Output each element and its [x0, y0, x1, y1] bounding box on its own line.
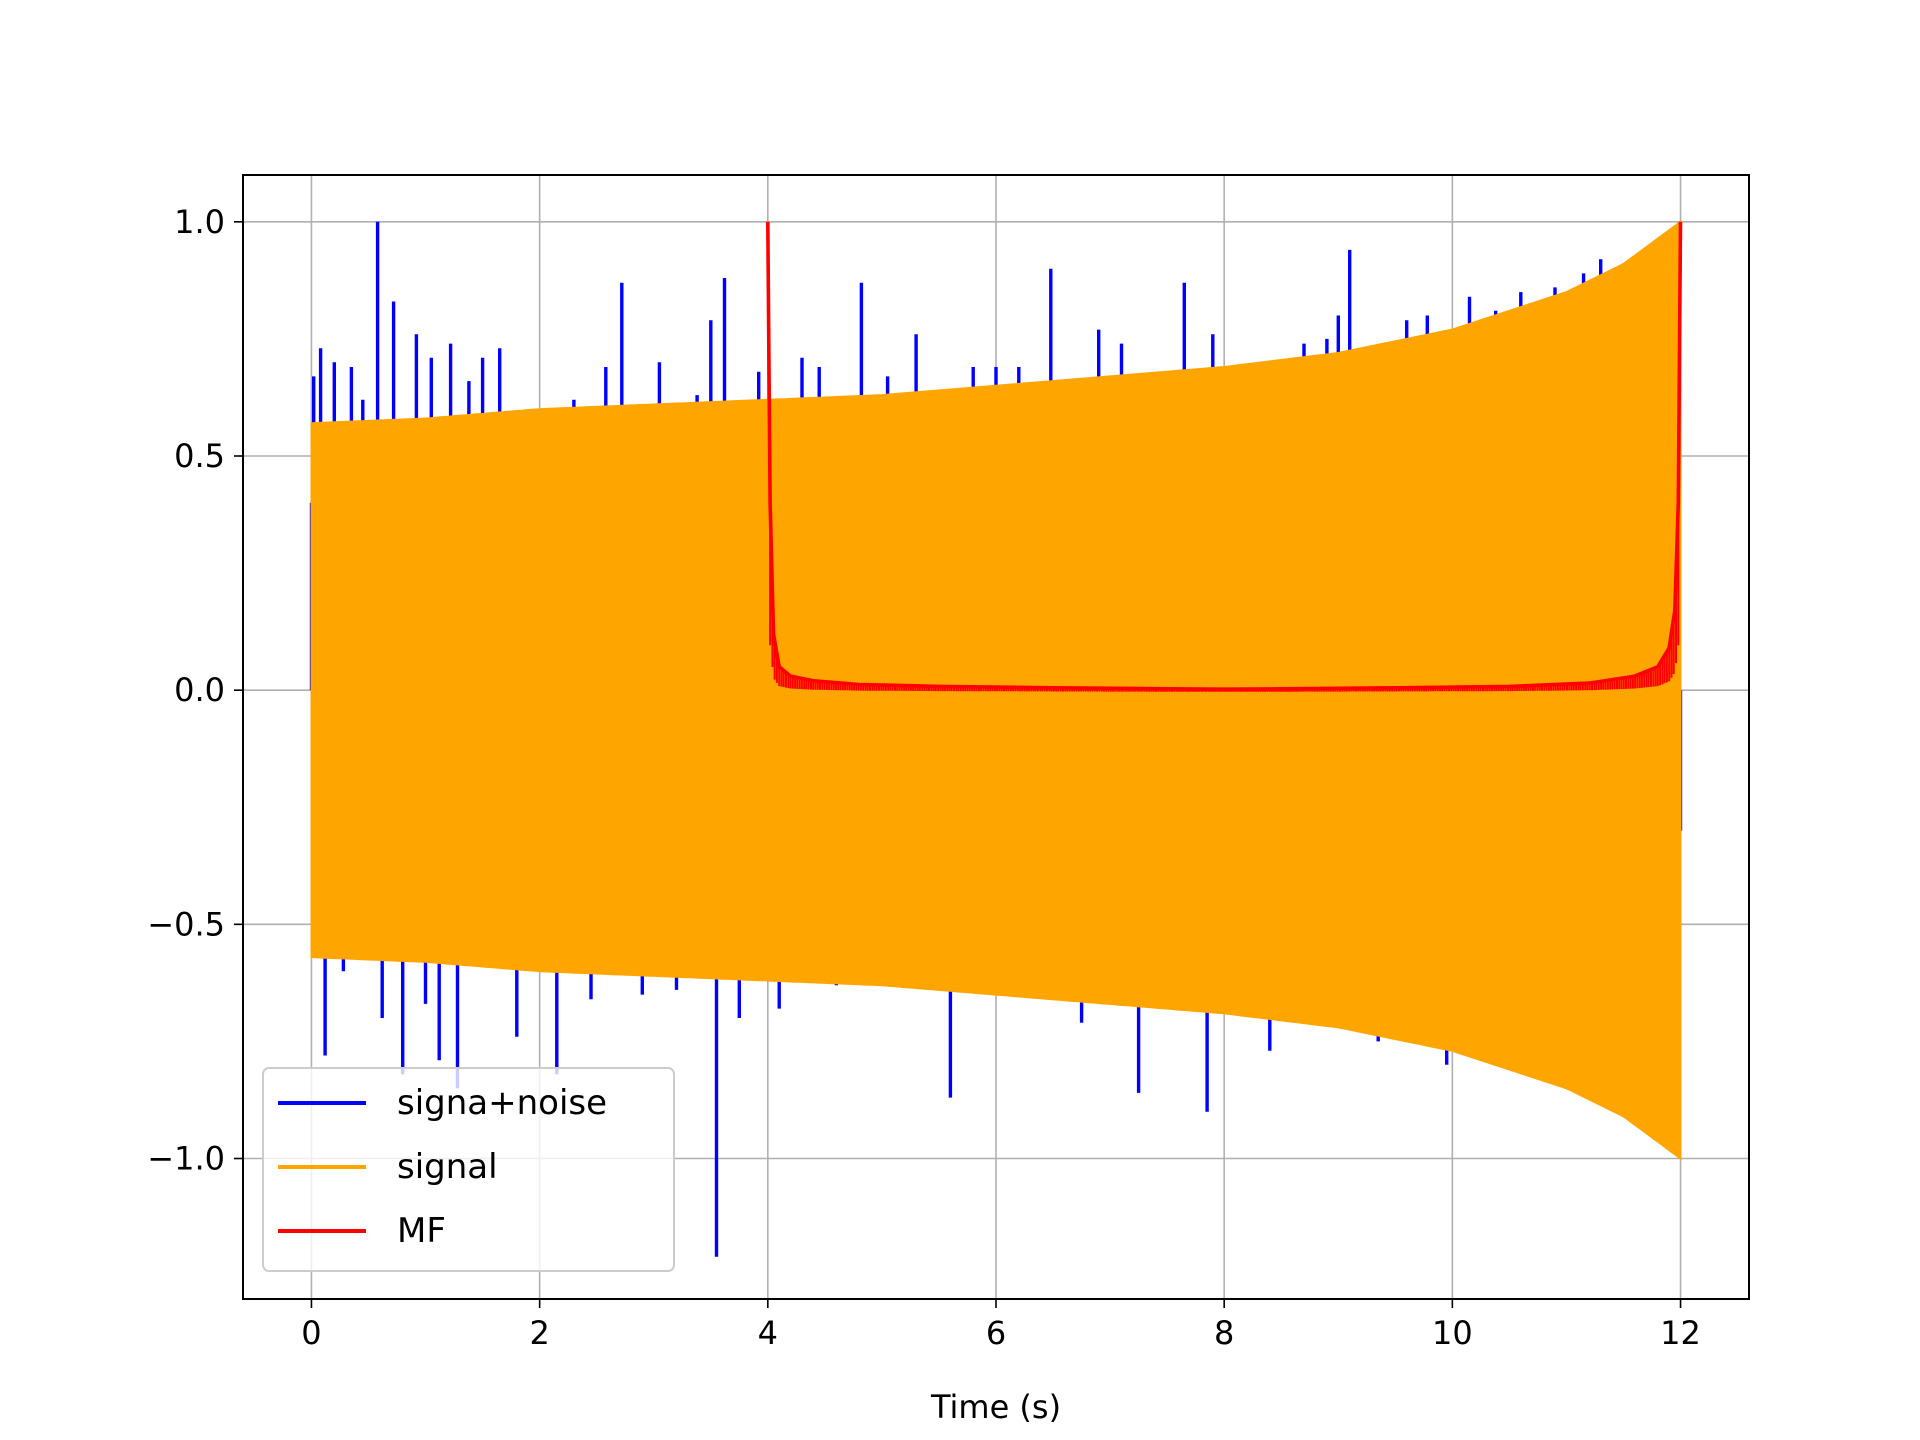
x-tick-label: 8 [1214, 1314, 1234, 1352]
legend-label: MF [397, 1211, 446, 1251]
x-tick-label: 0 [301, 1314, 321, 1352]
x-tick-label: 6 [986, 1314, 1006, 1352]
plot-series [309, 219, 1683, 1257]
x-tick-label: 2 [529, 1314, 549, 1352]
y-tick-label: −0.5 [147, 905, 225, 943]
mf-series [766, 221, 1683, 691]
x-tick-label: 4 [758, 1314, 778, 1352]
legend-box [262, 1067, 675, 1272]
x-axis-label: Time (s) [930, 1388, 1061, 1426]
legend-label: signa+noise [397, 1083, 607, 1123]
y-tick-label: 0.0 [174, 671, 225, 709]
y-tick-label: −1.0 [147, 1140, 225, 1178]
legend-label: signal [397, 1147, 498, 1187]
y-tick-label: 0.5 [174, 437, 225, 475]
y-tick-label: 1.0 [174, 203, 225, 241]
legend: signa+noise signal MF [262, 1067, 675, 1272]
x-tick-label: 10 [1432, 1314, 1473, 1352]
axis-ticks: 0 2 4 6 8 10 12 1.0 0.5 0.0 −0.5 −1.0 [147, 203, 1701, 1352]
x-tick-label: 12 [1660, 1314, 1701, 1352]
